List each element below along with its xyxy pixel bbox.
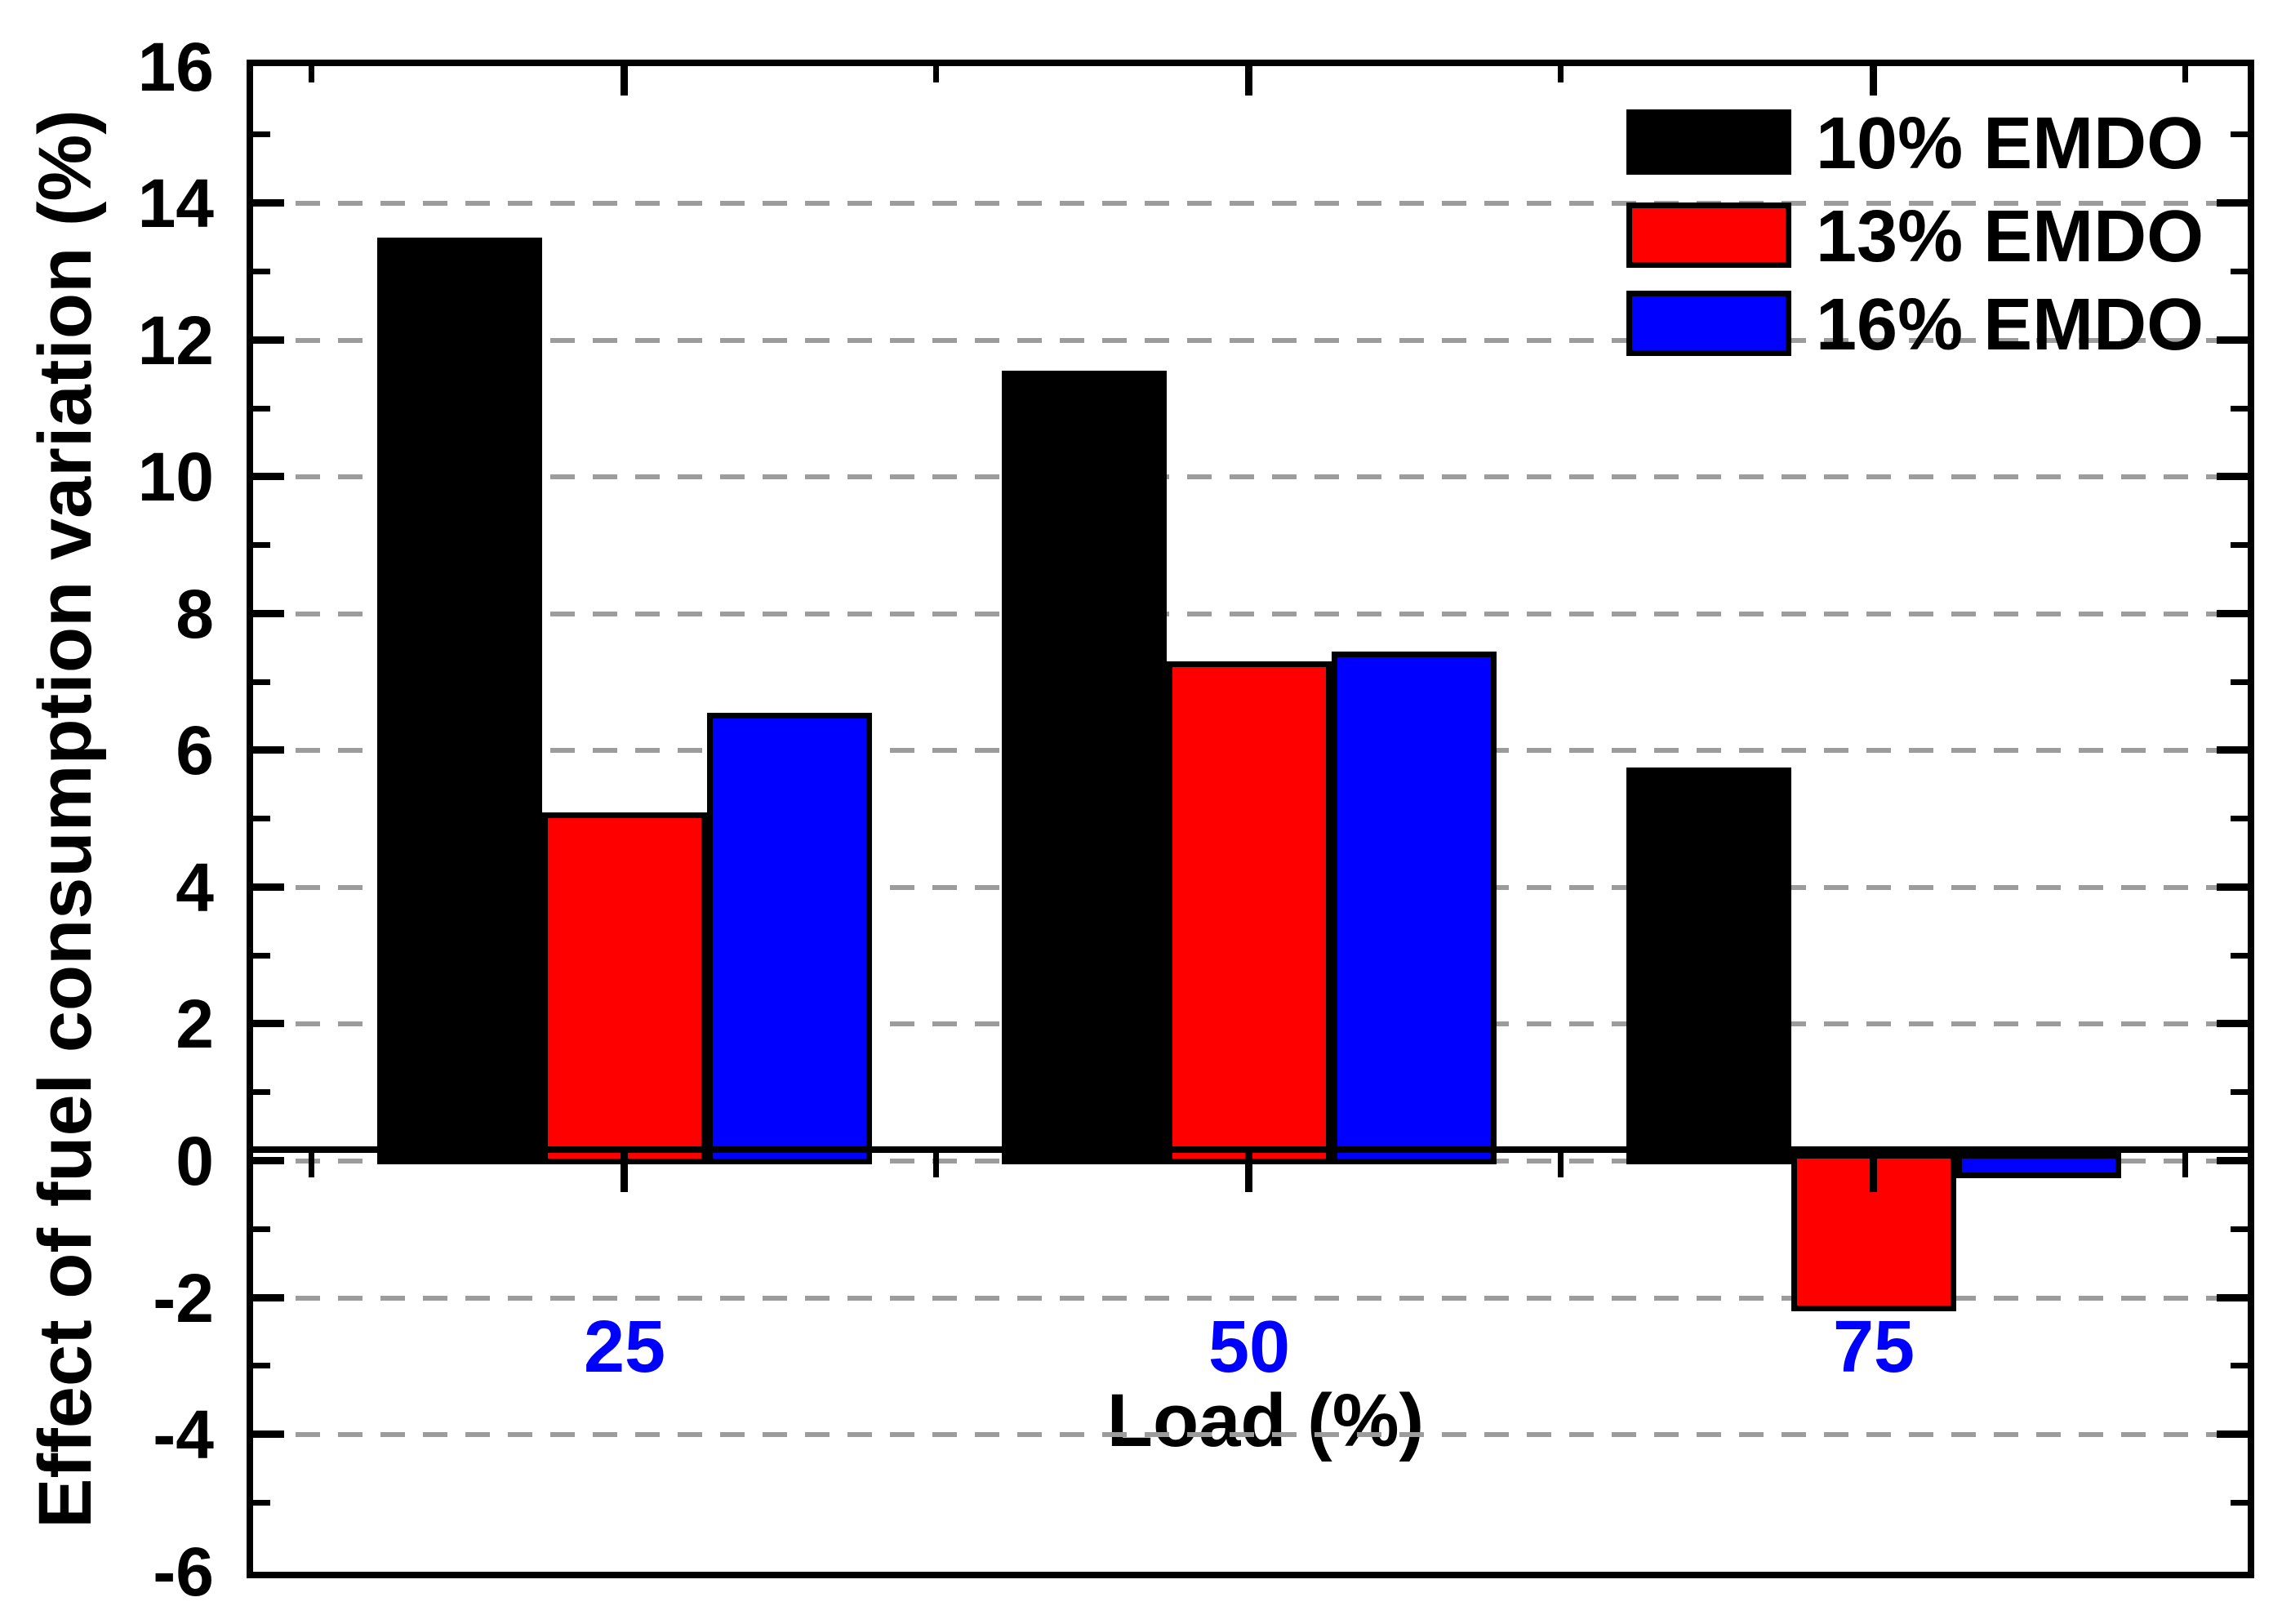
gridline-y--2 — [253, 1296, 2248, 1301]
y-tick-right-12 — [2217, 336, 2248, 344]
y-tick-label-10: 10 — [137, 438, 214, 515]
gridline-y-12 — [253, 338, 2248, 343]
legend-swatch-10EMDO — [1626, 109, 1791, 175]
y-tick-right-9 — [2231, 542, 2248, 548]
x-tick-top-minor-2 — [1558, 66, 1564, 82]
y-tick-right--1 — [2231, 1226, 2248, 1232]
y-tick-right-14 — [2217, 199, 2248, 207]
y-tick-right-3 — [2231, 953, 2248, 959]
y-tick-right-6 — [2217, 746, 2248, 754]
legend-label-13EMDO: 13% EMDO — [1816, 196, 2204, 278]
y-tick-left-0 — [253, 1157, 284, 1164]
bar-16EMDO-load75 — [1956, 1153, 2121, 1178]
y-tick-label-12: 12 — [137, 302, 214, 379]
x-tick-minor-3 — [2182, 1153, 2188, 1177]
gridline-y-8 — [253, 612, 2248, 616]
bar-16EMDO-load25 — [707, 713, 872, 1164]
y-tick-label-0: 0 — [176, 1123, 214, 1199]
x-tick-major-1 — [1245, 1153, 1252, 1192]
plot-area — [247, 60, 2254, 1578]
bar-16EMDO-load50 — [1332, 652, 1497, 1164]
x-axis-title: Load (%) — [1106, 1379, 1425, 1462]
x-tick-top-minor-3 — [2182, 66, 2188, 82]
y-tick-left-4 — [253, 883, 284, 891]
gridline-y-10 — [253, 474, 2248, 479]
y-tick-label-16: 16 — [137, 29, 214, 105]
bar-10EMDO-load75 — [1626, 768, 1791, 1164]
y-tick-right-10 — [2217, 473, 2248, 480]
y-tick-right--3 — [2231, 1363, 2248, 1368]
y-tick-right--5 — [2231, 1500, 2248, 1506]
x-tick-top-minor-1 — [933, 66, 939, 82]
bar-10EMDO-load25 — [377, 238, 542, 1164]
y-tick-right-5 — [2231, 816, 2248, 821]
y-tick-right-15 — [2231, 131, 2248, 137]
y-tick-left--5 — [253, 1500, 270, 1506]
x-tick-major-2 — [1870, 1153, 1877, 1192]
y-tick-right-4 — [2217, 883, 2248, 891]
y-tick-left-11 — [253, 406, 270, 412]
y-tick-right-2 — [2217, 1020, 2248, 1027]
y-tick-left-2 — [253, 1020, 284, 1027]
y-tick-right-11 — [2231, 406, 2248, 412]
x-tick-minor-2 — [1558, 1153, 1564, 1177]
y-tick-label--4: -4 — [153, 1396, 214, 1473]
y-tick-left-10 — [253, 473, 284, 480]
y-tick-left--3 — [253, 1363, 270, 1368]
x-tick-top-major-1 — [1245, 66, 1252, 96]
y-tick-label-14: 14 — [137, 165, 214, 242]
y-tick-right-0 — [2217, 1157, 2248, 1164]
y-tick-left--2 — [253, 1294, 284, 1301]
legend-swatch-16EMDO — [1626, 291, 1791, 356]
bar-10EMDO-load50 — [1002, 371, 1167, 1164]
y-tick-right-7 — [2231, 679, 2248, 685]
x-tick-major-0 — [621, 1153, 628, 1192]
x-tick-label-75: 75 — [1832, 1306, 1915, 1388]
x-tick-minor-0 — [309, 1153, 314, 1177]
y-tick-right-13 — [2231, 269, 2248, 274]
x-tick-minor-1 — [933, 1153, 939, 1177]
x-tick-label-25: 25 — [583, 1306, 666, 1388]
x-tick-top-minor-0 — [309, 66, 314, 82]
x-tick-label-50: 50 — [1208, 1306, 1291, 1388]
y-tick-label--6: -6 — [153, 1533, 214, 1610]
y-tick-left-8 — [253, 610, 284, 617]
y-tick-left-15 — [253, 131, 270, 137]
gridline-y--4 — [253, 1432, 2248, 1437]
gridline-y-14 — [253, 201, 2248, 206]
y-tick-left-12 — [253, 336, 284, 344]
y-tick-left-6 — [253, 746, 284, 754]
y-tick-left--4 — [253, 1430, 284, 1438]
legend-label-10EMDO: 10% EMDO — [1816, 103, 2204, 185]
bar-13EMDO-load50 — [1167, 661, 1332, 1164]
y-tick-label-2: 2 — [176, 986, 214, 1062]
x-tick-top-major-0 — [621, 66, 628, 96]
y-tick-left-5 — [253, 816, 270, 821]
bar-13EMDO-load25 — [542, 812, 707, 1164]
y-tick-left-7 — [253, 679, 270, 685]
legend-swatch-13EMDO — [1626, 202, 1791, 268]
y-tick-left-1 — [253, 1089, 270, 1095]
y-tick-left-9 — [253, 542, 270, 548]
y-tick-left-13 — [253, 269, 270, 274]
x-tick-top-major-2 — [1870, 66, 1877, 96]
x-axis-line — [253, 1146, 2248, 1153]
y-tick-left-14 — [253, 199, 284, 207]
y-tick-right-8 — [2217, 610, 2248, 617]
y-tick-label-6: 6 — [176, 712, 214, 789]
y-tick-label-4: 4 — [176, 849, 214, 926]
y-tick-label-8: 8 — [176, 576, 214, 652]
y-tick-left-3 — [253, 953, 270, 959]
y-tick-right--4 — [2217, 1430, 2248, 1438]
y-tick-right--2 — [2217, 1294, 2248, 1301]
legend-label-16EMDO: 16% EMDO — [1816, 284, 2204, 366]
y-tick-label--2: -2 — [153, 1260, 214, 1337]
y-tick-right-1 — [2231, 1089, 2248, 1095]
y-tick-left--1 — [253, 1226, 270, 1232]
